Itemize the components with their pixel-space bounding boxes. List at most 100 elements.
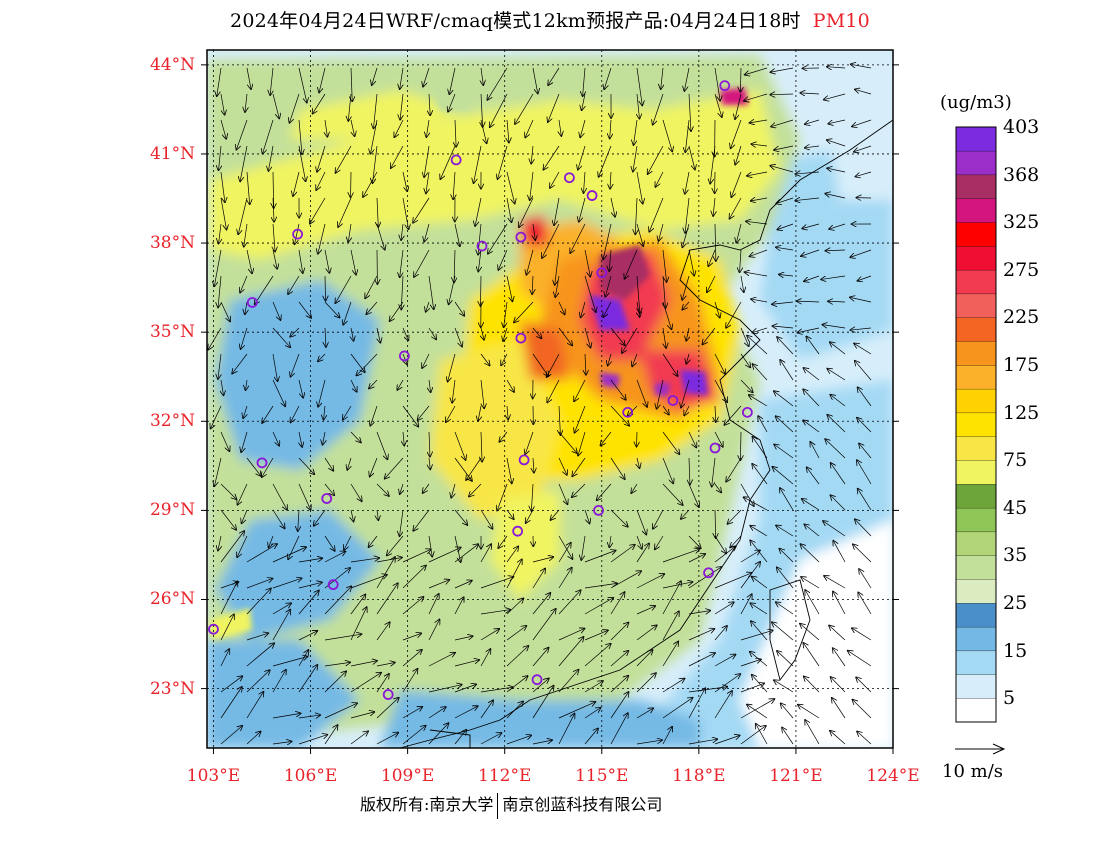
wind-arrow [376, 622, 390, 641]
wind-arrow [272, 610, 290, 641]
lat-label: 41°N [149, 143, 195, 164]
wind-arrow [774, 445, 794, 459]
wind-arrow [803, 643, 820, 667]
colorbar-label: 175 [1003, 354, 1040, 376]
wind-arrow [776, 197, 794, 203]
wind-arrow [575, 405, 586, 433]
wind-arrow [506, 626, 526, 641]
wind-arrow [272, 353, 278, 381]
wind-arrow [584, 729, 598, 745]
wind-arrow [343, 405, 352, 420]
wind-arrow [220, 649, 229, 667]
wind-arrow [740, 562, 760, 589]
wind-arrow [480, 119, 487, 143]
wind-arrow [854, 145, 872, 152]
wind-arrow [714, 535, 726, 553]
wind-arrow [350, 731, 368, 745]
colorbar-swatch [955, 388, 997, 414]
wind-arrow [506, 546, 518, 563]
wind-arrow [752, 464, 768, 485]
wind-arrow [636, 535, 642, 549]
wind-arrow [805, 119, 820, 124]
wind-arrow [751, 144, 768, 146]
wind-arrow [272, 431, 279, 446]
wind-arrow [318, 223, 326, 254]
wind-arrow [779, 549, 794, 563]
wind-arrow [454, 730, 466, 745]
wind-arrow [752, 327, 768, 333]
wind-arrow [480, 509, 493, 529]
wind-arrow [745, 272, 768, 277]
colorbar-label: 125 [1003, 401, 1040, 424]
title-pollutant: PM10 [812, 10, 870, 32]
wind-arrow [597, 483, 612, 500]
colorbar-swatch [955, 269, 997, 295]
colorbar-label: 403 [1003, 116, 1040, 138]
wind-arrow [659, 223, 664, 241]
wind-arrow [376, 483, 389, 496]
wind-arrow [481, 93, 483, 127]
wind-arrow [857, 460, 872, 485]
wind-arrow [771, 67, 794, 72]
wind-arrow [531, 145, 533, 164]
wind-arrow [270, 67, 273, 95]
graticule [207, 50, 893, 748]
wind-arrow [220, 582, 237, 615]
wind-arrow [268, 145, 274, 171]
lon-label: 118°E [672, 766, 726, 786]
wind-arrow [662, 301, 671, 329]
wind-arrow [688, 611, 710, 614]
wind-arrow [830, 342, 846, 355]
colorbar-label: 368 [1003, 163, 1040, 186]
wind-arrow [335, 275, 352, 303]
wind-arrow [753, 364, 768, 381]
wind-arrow [584, 598, 613, 615]
wind-arrow [637, 275, 640, 313]
wind-arrow [558, 568, 572, 589]
wind-arrow [428, 548, 461, 563]
wind-arrow [610, 405, 629, 426]
wind-arrow [247, 171, 250, 204]
wind-arrow [498, 535, 508, 548]
wind-arrow [662, 642, 678, 667]
wind-arrow [780, 360, 794, 381]
wind-arrow [454, 249, 455, 282]
wind-arrow [414, 249, 430, 277]
wind-arrow [298, 715, 320, 718]
wind-arrow [272, 670, 286, 693]
wind-arrow [499, 431, 508, 442]
wind-arrow [422, 353, 430, 368]
wind-arrow [715, 509, 716, 538]
wind-arrow [603, 223, 612, 259]
wind-arrow [636, 650, 653, 667]
wind-arrow [827, 140, 846, 147]
wind-arrow [220, 614, 234, 641]
wind-arrow [449, 275, 456, 304]
wind-arrow [580, 119, 586, 137]
wind-arrow [402, 597, 423, 615]
wind-arrow [688, 145, 695, 169]
wind-arrow [583, 67, 585, 96]
wind-arrow [323, 431, 325, 445]
copyright-text: 版权所有:南京大学 [360, 795, 494, 814]
wind-arrow [324, 725, 338, 745]
wind-arrow [402, 633, 421, 641]
wind-arrow [584, 509, 590, 523]
wind-arrow [246, 249, 252, 273]
wind-arrow [853, 544, 872, 563]
wind-arrow [740, 699, 774, 719]
wind-arrow [269, 535, 274, 547]
wind-arrow [636, 171, 643, 204]
monitoring-stations [208, 80, 753, 700]
wind-arrow [220, 483, 236, 499]
wind-arrow [454, 544, 478, 563]
wind-arrow [532, 740, 552, 745]
wind-arrow [318, 379, 326, 407]
wind-arrow [610, 509, 628, 527]
wind-arrow [551, 509, 560, 520]
wind-arrow [246, 589, 271, 615]
station-marker [476, 240, 488, 252]
wind-arrow [610, 692, 629, 719]
wind-arrow [777, 223, 794, 229]
wind-arrow [610, 623, 628, 641]
